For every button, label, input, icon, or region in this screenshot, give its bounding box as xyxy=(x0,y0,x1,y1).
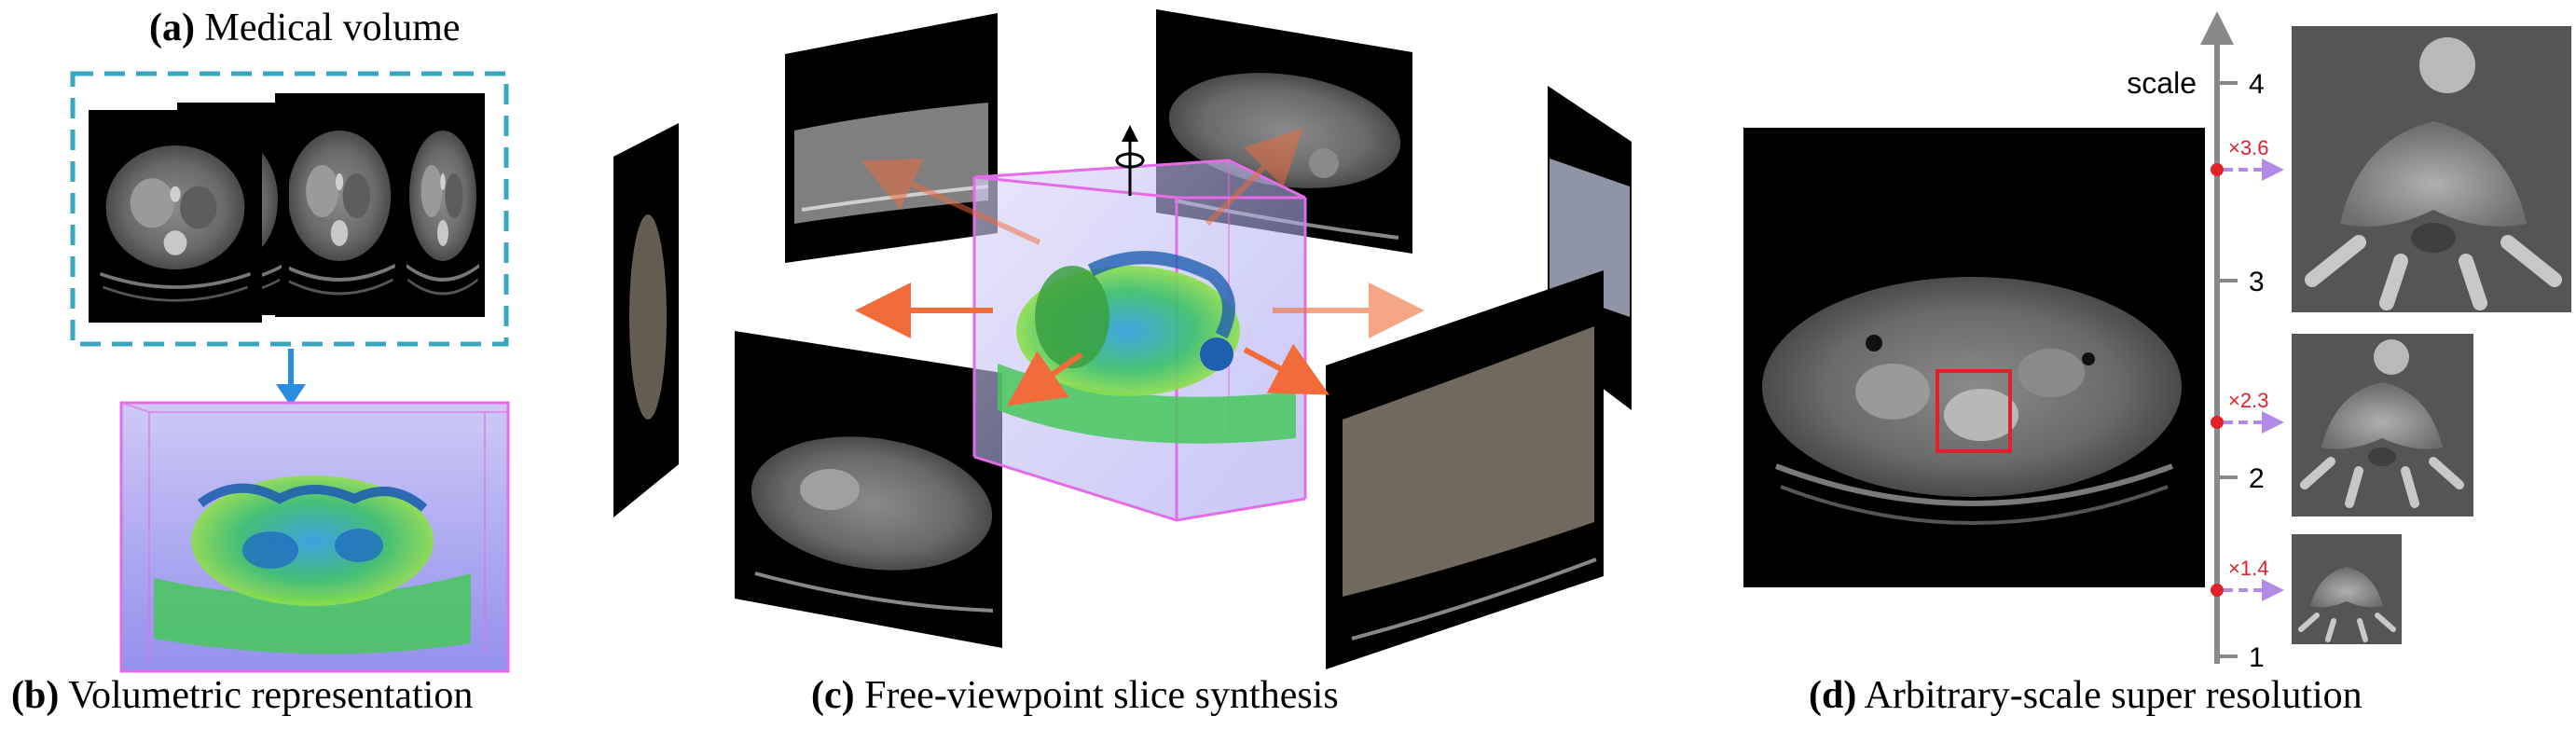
caption-b-label: Volumetric representation xyxy=(68,674,474,717)
marker-label-3-6: ×3.6 xyxy=(2228,136,2268,159)
caption-b-tag: (b) xyxy=(11,674,60,717)
marker-label-1-4: ×1.4 xyxy=(2228,557,2268,580)
tick-label-1: 1 xyxy=(2249,642,2265,673)
ct-slice-1 xyxy=(87,108,264,324)
volume-render-organs xyxy=(191,475,434,606)
caption-d: (d) Arbitrary-scale super resolution xyxy=(1809,673,2362,718)
ct-slice-4 xyxy=(399,91,487,319)
arrow-lower-right xyxy=(1243,343,1329,395)
marker-label-2-3: ×2.3 xyxy=(2228,389,2268,412)
arrow-upper-left xyxy=(861,158,1041,245)
scale-axis-title: scale xyxy=(2127,66,2197,100)
caption-a-tag: (a) xyxy=(149,7,195,49)
caption-b: (b) Volumetric representation xyxy=(11,673,473,718)
marker-2-3 xyxy=(2211,416,2224,429)
volume-render-base xyxy=(154,573,471,654)
tick-label-3: 3 xyxy=(2249,267,2265,297)
ct-slice-3 xyxy=(273,91,406,319)
rotation-icon xyxy=(1115,125,1145,196)
dashed-volume-box xyxy=(70,71,509,347)
down-arrow-head xyxy=(276,384,306,406)
caption-d-tag: (d) xyxy=(1809,674,1857,717)
caption-c: (c) Free-viewpoint slice synthesis xyxy=(811,673,1339,718)
caption-c-label: Free-viewpoint slice synthesis xyxy=(864,674,1339,717)
panel-a-medical-volume xyxy=(70,71,509,406)
arrow-lower-left xyxy=(1007,351,1083,406)
caption-a: (a) Medical volume xyxy=(149,6,461,50)
tick-label-4: 4 xyxy=(2249,69,2265,100)
main-ct-slice xyxy=(1743,128,2205,587)
roi-box xyxy=(1935,369,2012,453)
caption-d-label: Arbitrary-scale super resolution xyxy=(1864,674,2362,717)
zoom-crop-small xyxy=(2292,534,2402,644)
tick-label-2: 2 xyxy=(2249,463,2265,494)
panel-c-free-viewpoint xyxy=(613,9,1632,669)
panel-b-volumetric-representation xyxy=(119,401,510,673)
caption-c-tag: (c) xyxy=(811,674,855,717)
arrow-upper-right xyxy=(1205,128,1303,227)
marker-1-4 xyxy=(2211,584,2224,597)
caption-a-label: Medical volume xyxy=(204,7,461,49)
marker-3-6 xyxy=(2211,163,2224,176)
zoom-crop-medium xyxy=(2292,334,2473,517)
panel-d-super-resolution xyxy=(1743,11,2571,664)
zoom-crop-large xyxy=(2292,26,2571,312)
